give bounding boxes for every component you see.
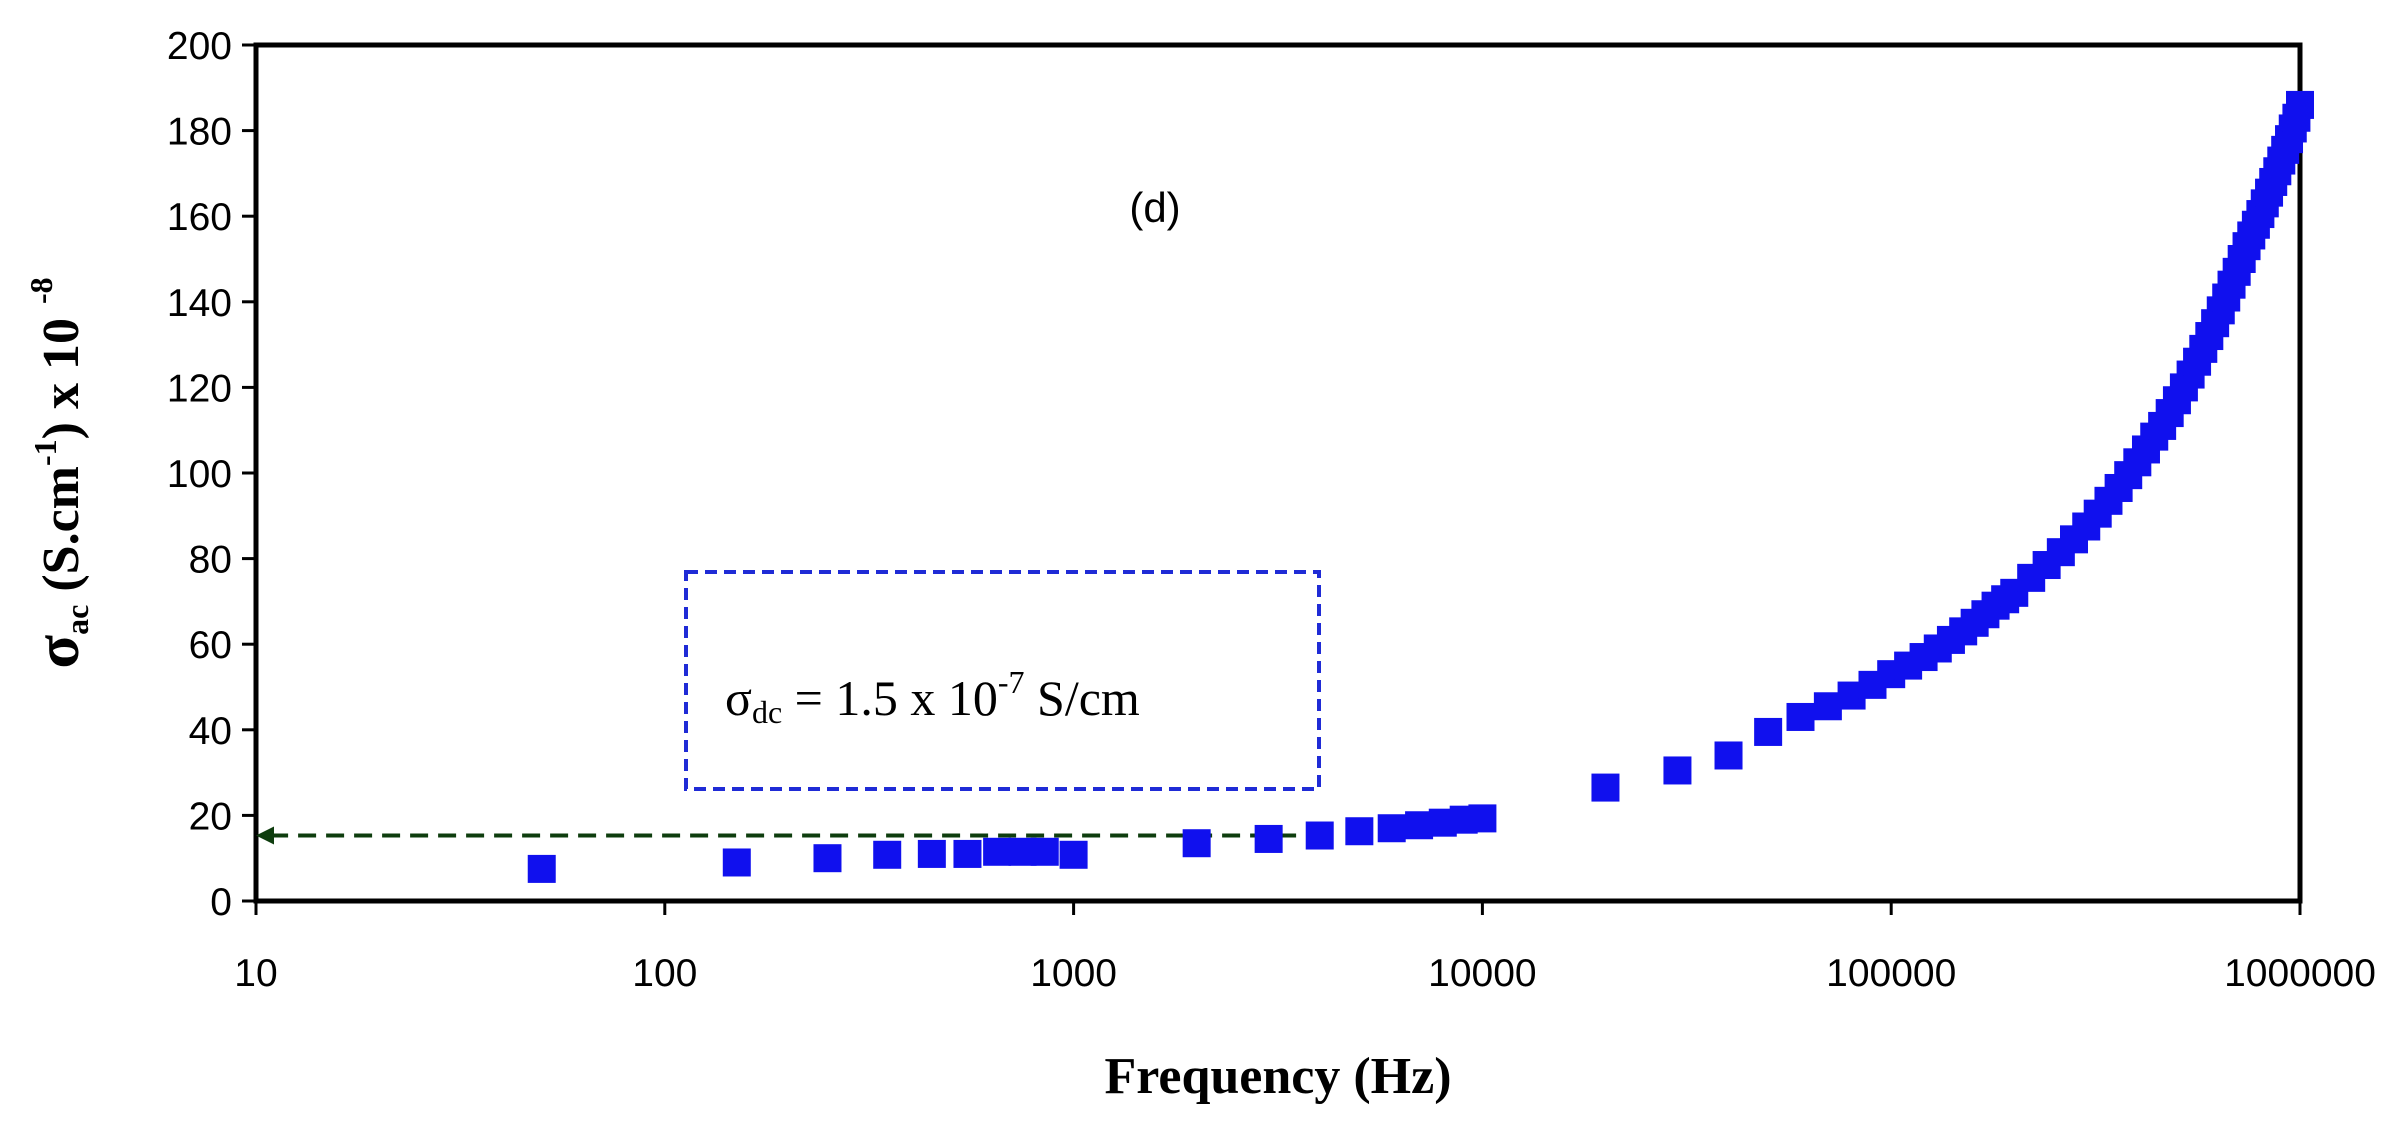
y-axis-units-exponent: -1 xyxy=(27,439,63,466)
y-axis-units: (S.cm xyxy=(33,466,90,605)
x-tick-label: 100000 xyxy=(1826,952,1956,995)
data-point xyxy=(873,840,902,869)
data-series-sigma-ac xyxy=(527,90,2314,883)
data-point xyxy=(2286,90,2314,119)
data-point xyxy=(983,837,1012,866)
data-point xyxy=(1305,821,1334,850)
annotation-value: = 1.5 x 10 xyxy=(782,670,998,726)
y-tick-label: 20 xyxy=(189,795,232,838)
data-point xyxy=(1591,773,1620,802)
panel-label: (d) xyxy=(1129,184,1180,231)
data-point xyxy=(1813,692,1842,721)
data-point xyxy=(1182,829,1211,858)
data-point xyxy=(1663,756,1692,785)
annotation-box xyxy=(684,570,1321,791)
x-tick-label: 1000000 xyxy=(2224,952,2376,995)
annotation-text: σdc = 1.5 x 10-7 S/cm xyxy=(725,664,1140,730)
data-point xyxy=(1059,840,1088,869)
y-axis-subscript: ac xyxy=(59,605,95,635)
y-axis-ticks: 0 20 40 60 80 100 120 140 160 180 200 xyxy=(167,25,256,924)
data-point xyxy=(1468,804,1497,833)
x-tick-label: 10 xyxy=(234,952,277,995)
y-tick-label: 0 xyxy=(210,881,232,924)
y-axis-title: σac (S.cm-1) x 10 -8 xyxy=(23,277,95,668)
y-tick-label: 160 xyxy=(167,196,232,239)
data-point xyxy=(722,848,751,877)
y-tick-label: 120 xyxy=(167,367,232,410)
data-point xyxy=(1714,741,1743,770)
y-axis-scale-exponent: -8 xyxy=(23,277,59,304)
x-axis-ticks: 10 100 1000 10000 100000 1000000 xyxy=(234,901,2376,995)
x-tick-label: 100 xyxy=(632,952,697,995)
x-axis-title: Frequency (Hz) xyxy=(1104,1048,1451,1105)
y-axis-units-close: ) x 10 xyxy=(33,318,90,439)
y-tick-label: 200 xyxy=(167,25,232,68)
annotation-sigma-symbol: σ xyxy=(725,670,752,726)
dc-arrow-head xyxy=(256,826,274,845)
x-tick-label: 10000 xyxy=(1428,952,1536,995)
data-point xyxy=(953,839,982,868)
annotation-subscript: dc xyxy=(752,694,782,730)
y-tick-label: 140 xyxy=(167,282,232,325)
x-tick-label: 1000 xyxy=(1030,952,1117,995)
data-point xyxy=(813,844,842,873)
data-point xyxy=(1254,824,1283,853)
y-tick-label: 40 xyxy=(189,710,232,753)
data-point xyxy=(1405,811,1434,840)
dc-conductivity-arrow xyxy=(256,826,1325,845)
annotation-units: S/cm xyxy=(1025,670,1140,726)
data-point xyxy=(1030,837,1059,866)
data-point xyxy=(527,854,556,883)
y-tick-label: 180 xyxy=(167,111,232,154)
data-point xyxy=(917,839,946,868)
annotation-exponent: -7 xyxy=(998,664,1025,700)
y-axis-sigma-symbol: σ xyxy=(24,635,92,669)
y-tick-label: 80 xyxy=(189,539,232,582)
data-point xyxy=(1786,702,1815,731)
sigma-dc-annotation: σdc = 1.5 x 10-7 S/cm xyxy=(684,570,1321,791)
data-point xyxy=(1754,717,1783,746)
data-point xyxy=(1377,814,1406,843)
y-tick-label: 100 xyxy=(167,453,232,496)
y-tick-label: 60 xyxy=(189,624,232,667)
plot-area-frame xyxy=(253,42,2303,904)
data-point xyxy=(1345,817,1374,846)
